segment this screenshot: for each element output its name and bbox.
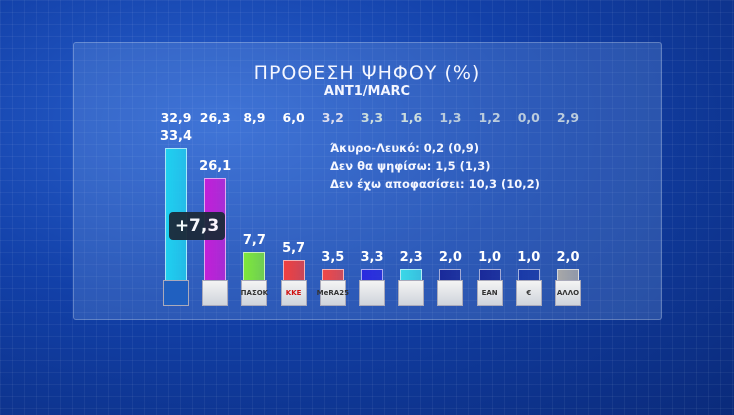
note-invalid: Άκυρο-Λευκό: 0,2 (0,9) — [330, 141, 480, 155]
party-logo — [437, 280, 464, 306]
previous-value-label: 6,0 — [282, 110, 305, 125]
value-label: 1,0 — [478, 250, 502, 265]
party-logo: ΑΛΛΟ — [555, 280, 581, 306]
party-logo — [163, 280, 189, 306]
value-label: 5,7 — [282, 240, 306, 256]
previous-value-label: 0,0 — [517, 110, 540, 125]
note-wont-vote: Δεν θα ψηφίσω: 1,5 (1,3) — [330, 159, 491, 173]
difference-badge: +7,3 — [169, 212, 225, 240]
value-label: 3,5 — [321, 249, 345, 265]
value-label: 3,3 — [360, 250, 384, 265]
note-undecided: Δεν έχω αποφασίσει: 10,3 (10,2) — [330, 177, 540, 191]
value-label: 7,7 — [242, 232, 266, 248]
party-logo — [398, 280, 425, 306]
party-logo: MeRA25 — [317, 280, 349, 306]
previous-value-label: 1,2 — [478, 110, 501, 125]
value-label: 33,4 — [159, 129, 193, 144]
previous-value-label: 3,3 — [360, 110, 384, 125]
bar — [243, 251, 266, 283]
party-logo — [202, 280, 229, 306]
chart-subtitle: ANT1/MARC — [323, 84, 411, 99]
previous-value-label: 2,9 — [556, 110, 580, 125]
previous-value-label: 1,3 — [439, 110, 462, 125]
value-label: 26,1 — [199, 158, 232, 174]
value-label: 2,0 — [556, 250, 580, 265]
previous-value-label: 1,6 — [400, 110, 423, 125]
value-label: 2,0 — [438, 250, 462, 265]
previous-value-label: 32,9 — [160, 110, 192, 125]
party-logo: € — [515, 280, 542, 306]
value-label: 2,3 — [399, 250, 423, 265]
chart-title: ΠΡΟΘΕΣΗ ΨΗΦΟΥ (%) — [253, 62, 481, 84]
value-label: 1,0 — [517, 250, 541, 265]
previous-value-label: 3,2 — [321, 110, 344, 125]
party-logo — [359, 280, 385, 306]
notes: Άκυρο-Λευκό: 0,2 (0,9) Δεν θα ψηφίσω: 1,… — [330, 139, 540, 193]
previous-value-label: 8,9 — [243, 110, 266, 125]
party-logo: ΠΑΣΟΚ — [241, 280, 268, 306]
previous-value-label: 26,3 — [199, 110, 231, 125]
party-logo: KKE — [280, 280, 307, 306]
party-logo: EAN — [476, 280, 503, 306]
